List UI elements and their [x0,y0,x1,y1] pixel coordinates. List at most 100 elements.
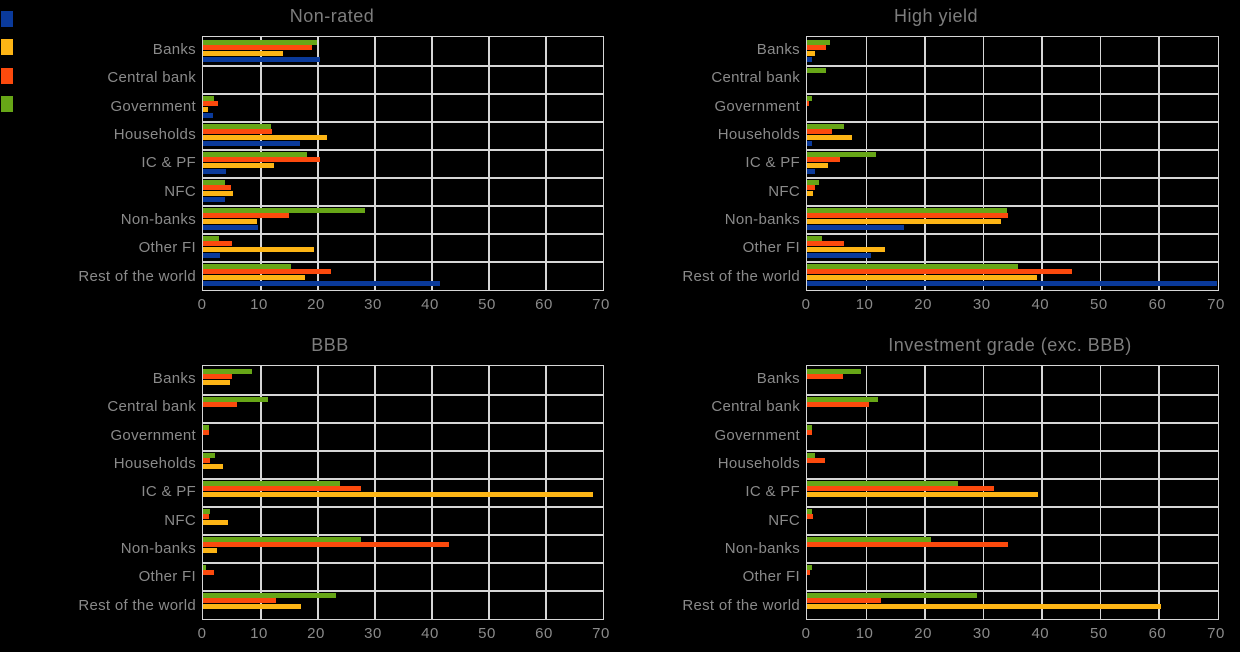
gridline [203,394,603,396]
bar-yellow [807,51,816,57]
bar-green [807,536,932,542]
bar-yellow [807,163,829,169]
gridline [807,261,1218,263]
bar-yellow [203,51,284,57]
gridline [807,65,1218,67]
bar-orange-red [807,598,881,604]
bar-orange-red [807,157,840,163]
category-label: Other FI [742,239,800,257]
x-tick-label: 40 [1031,625,1050,642]
x-tick-label: 20 [914,625,932,642]
bar-blue [203,168,227,174]
bar-yellow [203,604,302,610]
category-label: Rest of the world [682,596,800,614]
bar-yellow [203,275,306,281]
x-tick-label: 50 [478,625,496,642]
bar-blue [807,56,812,62]
bar-orange-red [203,598,276,604]
bar-orange-red [807,486,995,492]
plot-area [806,365,1219,620]
bar-green [203,480,341,486]
x-tick-label: 70 [592,296,610,313]
gridline [203,121,603,123]
bar-yellow [203,107,209,113]
gridline [317,37,319,290]
bar-green [807,452,815,458]
gridline [1041,366,1043,619]
x-tick-label: 0 [197,625,207,642]
x-tick-label: 50 [1090,296,1108,313]
gridline [807,177,1218,179]
bar-yellow [807,135,853,141]
gridline [807,506,1218,508]
x-tick-label: 50 [1090,625,1108,642]
bar-orange-red [203,402,237,408]
gridline [807,590,1218,592]
bar-orange-red [203,374,233,380]
category-label: IC & PF [745,483,800,501]
gridline [807,149,1218,151]
bar-green [807,424,813,430]
gridline [203,233,603,235]
gridline [807,534,1218,536]
bar-orange-red [807,430,812,436]
bar-green [203,95,214,101]
bar-orange-red [807,129,833,135]
bar-blue [203,56,320,62]
gridline [1158,366,1160,619]
x-tick-label: 30 [972,296,991,313]
x-tick-label: 60 [535,296,553,313]
x-tick-label: 30 [972,625,991,642]
bar-green [807,396,878,402]
category-label: Central bank [107,398,196,416]
bar-orange-red [203,213,290,219]
category-label: Rest of the world [682,267,800,285]
gridline [431,37,433,290]
bar-blue [203,140,300,146]
bar-orange-red [807,542,1009,548]
x-tick-label: 40 [421,296,439,313]
bar-orange-red [203,570,215,576]
gridline [807,121,1218,123]
category-label: IC & PF [745,154,800,172]
bar-orange-red [807,185,816,191]
bar-blue [807,280,1217,286]
x-tick-label: 60 [1148,625,1167,642]
category-label: NFC [768,182,800,200]
bar-green [203,536,361,542]
chart-title: Non-rated [289,6,375,26]
gridline [203,261,603,263]
bar-green [807,235,822,241]
x-tick-label: 40 [421,625,439,642]
bar-yellow [203,380,230,386]
gridline [1158,37,1160,290]
bar-green [807,480,958,486]
bar-blue [203,112,214,118]
bar-green [807,207,1007,213]
gridline [807,233,1218,235]
x-tick-label: 60 [535,625,553,642]
bar-green [203,592,337,598]
gridline [374,37,376,290]
bar-orange-red [203,458,211,464]
bar-orange-red [203,486,361,492]
x-tick-label: 0 [801,296,811,313]
bar-yellow [807,604,1161,610]
bar-yellow [807,275,1038,281]
x-tick-label: 20 [307,625,325,642]
gridline [488,37,490,290]
bar-yellow [203,163,274,169]
category-label: Government [110,97,196,115]
bar-yellow [203,247,315,253]
category-label: Banks [756,41,800,58]
bar-green [807,508,812,514]
bar-blue [203,252,221,258]
bar-orange-red [807,213,1009,219]
x-tick-label: 40 [1031,296,1050,313]
gridline [865,37,868,290]
bar-yellow [807,247,886,253]
x-tick-label: 20 [307,296,325,313]
bar-orange-red [807,101,809,107]
bar-orange-red [807,241,844,247]
